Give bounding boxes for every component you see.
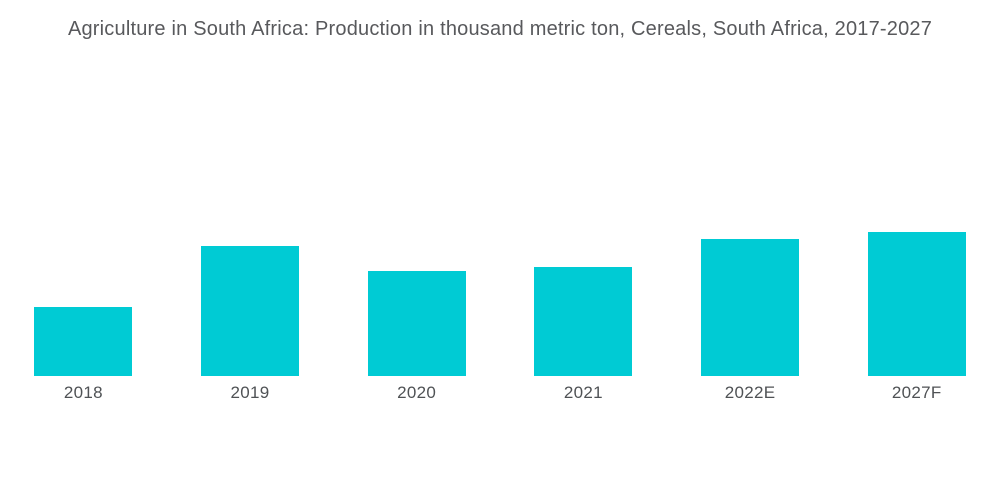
bar-slot-2027F [833, 70, 1000, 376]
x-axis-label-2020: 2020 [397, 383, 437, 402]
x-axis-label-2018: 2018 [63, 383, 103, 402]
bar-slot-2019 [167, 70, 334, 376]
chart-title: Agriculture in South Africa: Production … [67, 18, 933, 40]
bar-2021[interactable] [534, 267, 633, 376]
x-axis-label-2022E: 2022E [724, 383, 776, 402]
bar-2022E[interactable] [701, 239, 800, 376]
bar-2027F[interactable] [867, 232, 966, 376]
bar-slot-2021 [500, 70, 667, 376]
bar-2018[interactable] [34, 307, 133, 376]
bar-2019[interactable] [201, 246, 299, 376]
bar-2020[interactable] [367, 271, 466, 376]
bar-slot-2020 [333, 70, 500, 376]
plot-area [0, 70, 1000, 376]
x-axis-label-2021: 2021 [563, 383, 603, 402]
x-axis-label-2027F: 2027F [891, 383, 942, 402]
x-axis-labels: 2018 2019 2020 2021 2022E 2027F [0, 383, 1000, 403]
bar-slot-2022E [667, 70, 834, 376]
x-axis-label-2019: 2019 [230, 383, 270, 402]
bar-slot-2018 [0, 70, 167, 376]
